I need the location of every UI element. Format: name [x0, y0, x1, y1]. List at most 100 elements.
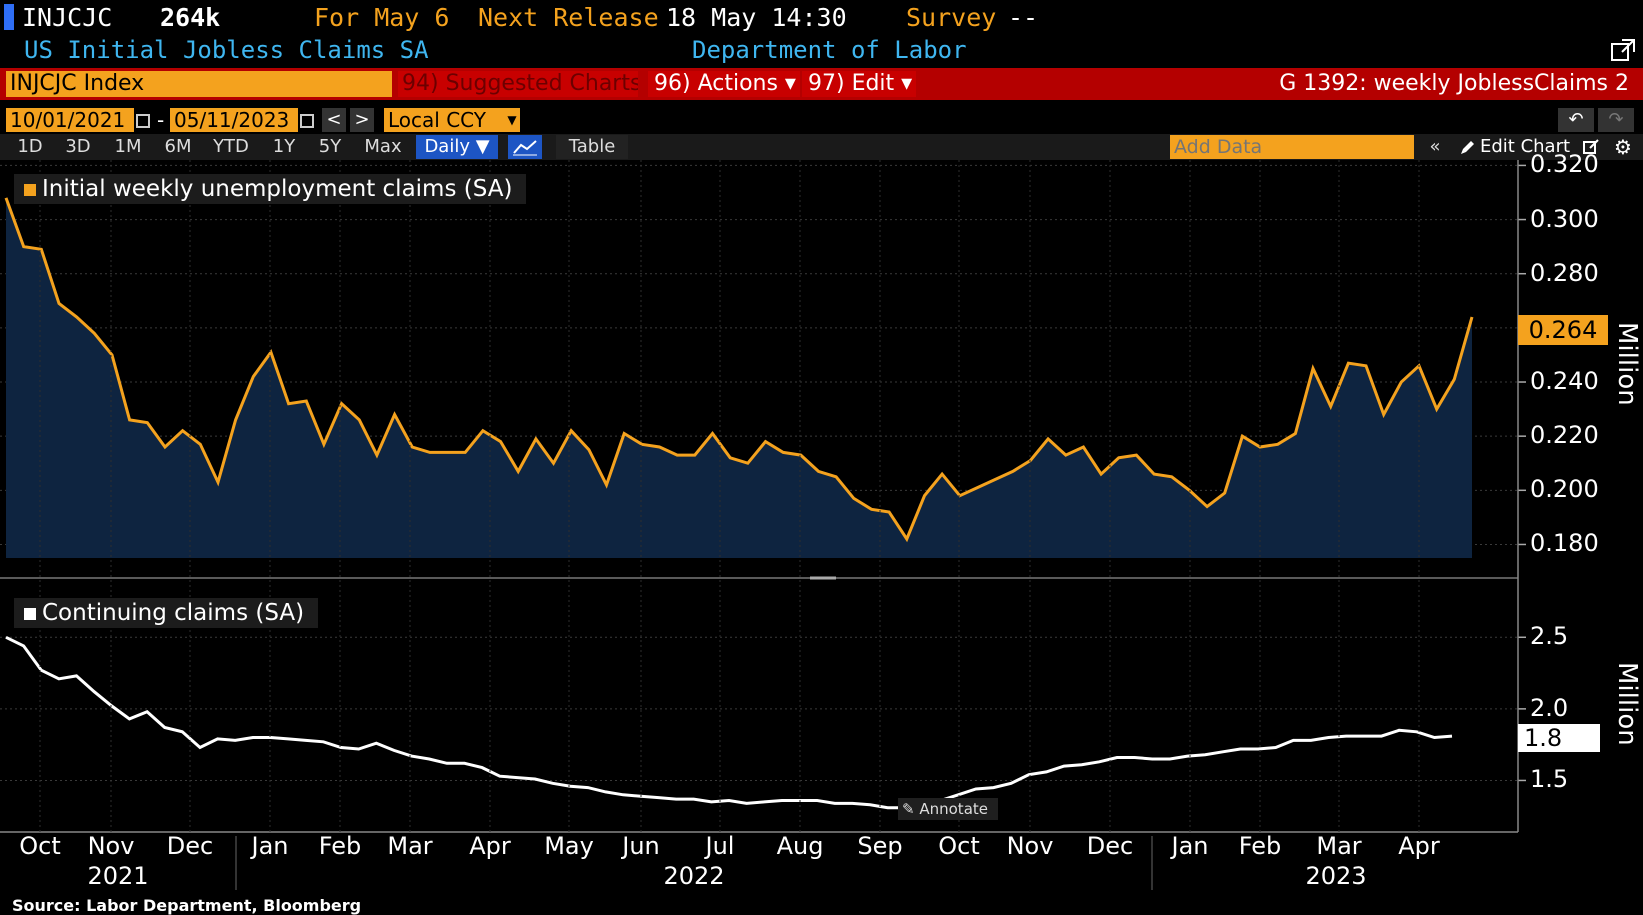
x-tick-label: Jan: [1171, 832, 1209, 860]
suggested-charts-button[interactable]: 94) Suggested Charts: [398, 71, 638, 97]
legend-initial-label: Initial weekly unemployment claims (SA): [42, 176, 513, 202]
chart-canvas: [0, 160, 1526, 890]
ticker-marker: [4, 4, 14, 30]
initial-claims-line: [4, 197, 1474, 543]
y-tick-label: 2.5: [1530, 622, 1569, 651]
y-tick-label: 1.5: [1530, 765, 1569, 794]
upper-unit-label: Million: [1612, 322, 1642, 406]
collapse-icon[interactable]: «: [1429, 136, 1441, 157]
edit-chart-button[interactable]: Edit Chart: [1480, 136, 1571, 157]
y-tick-label: 0.240: [1530, 367, 1599, 395]
lower-grid: [0, 636, 1526, 782]
x-tick-label: Jun: [622, 832, 660, 860]
calendar-icon[interactable]: [300, 114, 314, 128]
period-max[interactable]: Max: [364, 136, 402, 157]
period-6m[interactable]: 6M: [164, 136, 192, 157]
settings-edit-icon[interactable]: [1582, 138, 1600, 156]
period-3d[interactable]: 3D: [65, 136, 91, 157]
period-1m[interactable]: 1M: [114, 136, 142, 157]
last-value-badge-continuing: 1.8: [1518, 724, 1600, 752]
legend-initial: Initial weekly unemployment claims (SA): [14, 174, 527, 204]
period-ytd[interactable]: YTD: [213, 136, 249, 157]
x-tick-label: Sep: [857, 832, 903, 860]
period-5y[interactable]: 5Y: [318, 136, 342, 157]
prev-arrow-icon[interactable]: <: [322, 108, 346, 132]
for-date: For May 6: [314, 3, 450, 32]
continuing-claims-line: [5, 635, 1453, 810]
security-field[interactable]: INJCJC Index: [6, 71, 392, 97]
period-toolbar: 1D 3D 1M 6M YTD 1Y 5Y Max Daily ▼ Table …: [0, 134, 1643, 160]
survey-label: Survey: [906, 3, 997, 32]
x-tick-label: May: [544, 832, 594, 860]
initial-claims-area: [6, 197, 1472, 558]
pencil-icon[interactable]: [1458, 139, 1476, 157]
actions-menu[interactable]: 96) Actions ▾: [648, 71, 800, 97]
x-tick-label: Feb: [318, 832, 362, 860]
survey-value: --: [1008, 3, 1039, 32]
graph-title: G 1392: weekly JoblessClaims 2: [1279, 71, 1629, 96]
pencil-icon: ✎: [902, 800, 915, 818]
ticker: INJCJC: [22, 3, 113, 32]
x-year-label: 2021: [87, 862, 149, 890]
undo-icon[interactable]: ↶: [1558, 108, 1594, 132]
last-value: 264k: [160, 3, 221, 32]
x-tick-label: Aug: [776, 832, 824, 860]
x-tick-label: Jul: [705, 832, 735, 860]
x-tick-label: Nov: [87, 832, 135, 860]
legend-swatch: [24, 608, 36, 620]
x-year-label: 2022: [663, 862, 725, 890]
x-tick-label: Apr: [469, 832, 511, 860]
table-tab[interactable]: Table: [556, 135, 628, 159]
page-title: US Initial Jobless Claims SA: [24, 36, 429, 64]
legend-continuing: Continuing claims (SA): [14, 598, 319, 628]
x-tick-label: Mar: [1316, 832, 1362, 860]
x-tick-label: Dec: [1086, 832, 1134, 860]
header-row: INJCJC 264k For May 6 Next Release 18 Ma…: [0, 0, 1643, 36]
next-release-value: 18 May 14:30: [666, 3, 847, 32]
source-agency: Department of Labor: [692, 36, 967, 64]
annotate-button[interactable]: ✎ Annotate: [898, 798, 998, 820]
range-dash: -: [157, 108, 165, 132]
x-year-label: 2023: [1305, 862, 1367, 890]
y-tick-label: 0.300: [1530, 204, 1599, 233]
x-tick-label: Mar: [387, 832, 433, 860]
last-value-badge-initial: 0.264: [1518, 315, 1608, 345]
x-tick-label: Oct: [938, 832, 980, 860]
start-date-field[interactable]: 10/01/2021: [6, 108, 134, 132]
frequency-select[interactable]: Daily ▼: [416, 135, 498, 159]
y-tick-label: 2.0: [1530, 693, 1569, 722]
period-1y[interactable]: 1Y: [272, 136, 296, 157]
annotate-label: Annotate: [919, 800, 988, 818]
add-data-input[interactable]: [1170, 135, 1414, 159]
y-tick-label: 0.220: [1530, 421, 1599, 450]
chevron-down-icon[interactable]: ▼: [504, 108, 520, 132]
function-toolbar: INJCJC Index 94) Suggested Charts 96) Ac…: [0, 68, 1643, 100]
end-date-field[interactable]: 05/11/2023: [170, 108, 298, 132]
add-data-input-box[interactable]: [1170, 135, 1414, 159]
calendar-icon[interactable]: [136, 114, 150, 128]
x-tick-label: Apr: [1398, 832, 1440, 860]
y-tick-label: 0.200: [1530, 475, 1599, 504]
popout-icon[interactable]: [1610, 38, 1636, 64]
y-tick-label: 0.180: [1530, 529, 1599, 558]
x-tick-label: Nov: [1006, 832, 1054, 860]
x-tick-label: Dec: [166, 832, 214, 860]
next-arrow-icon[interactable]: >: [350, 108, 374, 132]
x-tick-label: Feb: [1238, 832, 1282, 860]
legend-continuing-label: Continuing claims (SA): [42, 600, 305, 626]
date-range-row: 10/01/2021 - 05/11/2023 < > Local CCY ▼ …: [0, 106, 1643, 134]
x-tick-label: Oct: [19, 832, 61, 860]
gear-icon[interactable]: ⚙: [1614, 135, 1632, 159]
lower-unit-label: Million: [1612, 662, 1642, 746]
next-release-label: Next Release: [478, 3, 659, 32]
period-1d[interactable]: 1D: [17, 136, 43, 157]
redo-icon[interactable]: ↷: [1598, 108, 1634, 132]
y-tick-label: 0.320: [1530, 150, 1599, 179]
legend-swatch: [24, 184, 36, 196]
footer-source: Source: Labor Department, Bloomberg: [12, 896, 362, 915]
x-ticks: [39, 160, 1420, 890]
edit-menu[interactable]: 97) Edit ▾: [802, 71, 916, 97]
y-tick-label: 0.280: [1530, 258, 1599, 287]
currency-select[interactable]: Local CCY: [384, 108, 504, 132]
line-chart-icon[interactable]: [508, 135, 542, 159]
